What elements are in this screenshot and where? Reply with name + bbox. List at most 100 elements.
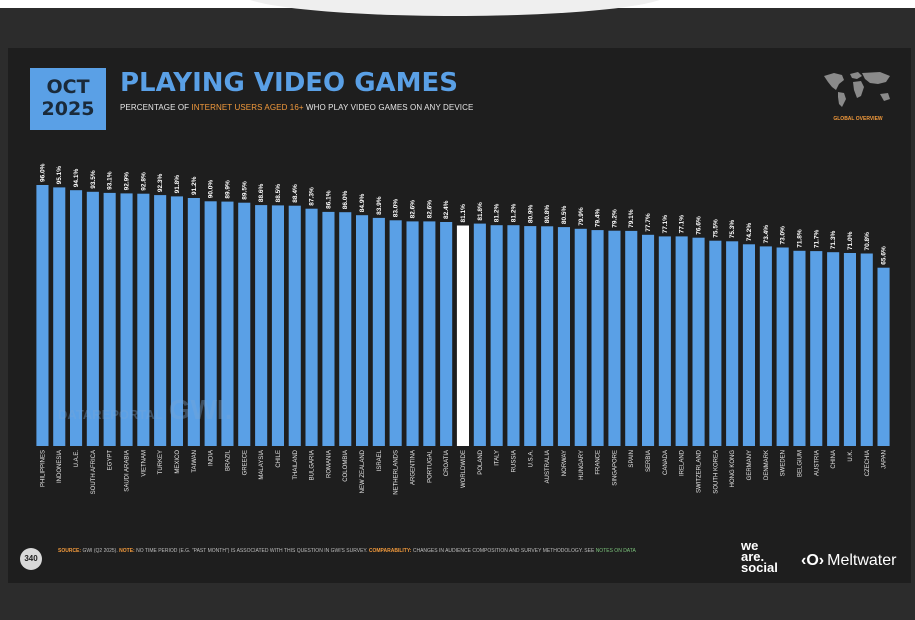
bar-turkey bbox=[154, 195, 167, 446]
category-label: NETHERLANDS bbox=[394, 450, 400, 495]
bar-argentina bbox=[406, 221, 419, 446]
top-decoration bbox=[240, 0, 670, 16]
bar-portugal bbox=[423, 221, 436, 446]
bar-u-s-a bbox=[524, 226, 537, 446]
date-year: 2025 bbox=[41, 98, 95, 120]
category-label: ITALY bbox=[495, 450, 501, 466]
bar-vietnam bbox=[137, 193, 150, 446]
bar-ireland bbox=[675, 236, 688, 446]
value-label: 65.6% bbox=[881, 246, 888, 265]
value-label: 81.2% bbox=[494, 204, 501, 223]
category-label: CHILE bbox=[276, 450, 282, 468]
category-label: CROATIA bbox=[444, 450, 450, 476]
bottom-strip bbox=[0, 583, 915, 620]
category-label: JAPAN bbox=[882, 450, 888, 469]
bar-india bbox=[204, 201, 217, 446]
bar-spain bbox=[625, 230, 638, 446]
bar-chart: 96.0% PHILIPPINES 95.1% INDONESIA 94.1% U.A.E… bbox=[36, 163, 890, 495]
value-label: 80.9% bbox=[527, 204, 534, 223]
category-label: EGYPT bbox=[108, 450, 114, 471]
bar-thailand bbox=[288, 205, 301, 446]
category-label: CANADA bbox=[663, 450, 669, 475]
brand-line-2: are. bbox=[741, 549, 765, 564]
bar-brazil bbox=[221, 201, 234, 446]
category-label: U.A.E. bbox=[74, 450, 80, 468]
bar-australia bbox=[541, 226, 554, 446]
value-label: 83.9% bbox=[376, 196, 383, 215]
value-label: 81.8% bbox=[477, 202, 484, 221]
category-label: SOUTH AFRICA bbox=[91, 450, 97, 494]
value-label: 82.4% bbox=[443, 200, 450, 219]
category-label: AUSTRIA bbox=[814, 450, 820, 476]
category-label: AUSTRALIA bbox=[545, 450, 551, 483]
category-label: SAUDI ARABIA bbox=[125, 450, 131, 492]
category-label: BRAZIL bbox=[226, 449, 232, 471]
value-label: 86.1% bbox=[325, 190, 332, 209]
category-label: CHINA bbox=[831, 450, 837, 469]
value-label: 79.2% bbox=[611, 209, 618, 228]
value-label: 71.8% bbox=[797, 229, 804, 248]
category-label: INDONESIA bbox=[57, 450, 63, 483]
bar-switzerland bbox=[692, 237, 705, 446]
bar-japan bbox=[877, 267, 890, 446]
bar-hong-kong bbox=[726, 241, 739, 446]
bar-germany bbox=[742, 244, 755, 446]
bar-israel bbox=[372, 217, 385, 446]
note-label: NOTE: bbox=[119, 548, 135, 554]
value-label: 91.8% bbox=[174, 175, 181, 194]
value-label: 92.3% bbox=[157, 173, 164, 192]
category-label: RUSSIA bbox=[512, 450, 518, 472]
value-label: 82.6% bbox=[426, 200, 433, 219]
bar-norway bbox=[557, 227, 570, 446]
value-label: 75.3% bbox=[729, 220, 736, 239]
value-label: 93.1% bbox=[107, 171, 114, 190]
bar-bulgaria bbox=[305, 208, 318, 446]
bar-croatia bbox=[440, 222, 453, 446]
category-label: DENMARK bbox=[764, 450, 770, 480]
value-label: 75.5% bbox=[712, 219, 719, 238]
bar-u-a-e bbox=[70, 190, 83, 446]
category-label: WORLDWIDE bbox=[461, 450, 467, 488]
notes-on-data-link[interactable]: NOTES ON DATA bbox=[595, 548, 636, 554]
category-label: MEXICO bbox=[175, 450, 181, 474]
bar-egypt bbox=[103, 192, 116, 446]
date-month: OCT bbox=[46, 76, 90, 98]
category-label: GERMANY bbox=[747, 450, 753, 480]
value-label: 80.8% bbox=[544, 205, 551, 224]
category-label: PHILIPPINES bbox=[40, 450, 46, 487]
value-label: 93.5% bbox=[90, 170, 97, 189]
value-label: 71.0% bbox=[847, 231, 854, 250]
category-label: HONG KONG bbox=[730, 450, 736, 488]
category-label: SWITZERLAND bbox=[697, 449, 703, 493]
value-label: 89.5% bbox=[241, 181, 248, 200]
subtitle-post: WHO PLAY VIDEO GAMES ON ANY DEVICE bbox=[303, 103, 474, 112]
bar-austria bbox=[810, 251, 823, 446]
category-label: PORTUGAL bbox=[427, 449, 433, 483]
value-label: 77.1% bbox=[662, 215, 669, 234]
bar-south-africa bbox=[86, 191, 99, 446]
value-label: 74.2% bbox=[746, 223, 753, 242]
value-label: 87.3% bbox=[309, 187, 316, 206]
slide: OCT 2025 PLAYING VIDEO GAMES PERCENTAGE … bbox=[8, 48, 911, 583]
bar-malaysia bbox=[255, 205, 268, 446]
value-label: 91.2% bbox=[191, 176, 198, 195]
bar-romania bbox=[322, 211, 335, 446]
value-label: 71.7% bbox=[813, 229, 820, 248]
bar-italy bbox=[490, 225, 503, 446]
category-label: SWEDEN bbox=[781, 450, 787, 476]
value-label: 96.0% bbox=[39, 163, 46, 182]
category-label: POLAND bbox=[478, 449, 484, 474]
page-title: PLAYING VIDEO GAMES bbox=[120, 68, 459, 98]
bar-taiwan bbox=[187, 198, 200, 446]
category-label: TURKEY bbox=[158, 450, 164, 474]
value-label: 90.0% bbox=[208, 180, 215, 199]
value-label: 82.6% bbox=[410, 200, 417, 219]
category-label: IRELAND bbox=[680, 449, 686, 476]
category-label: U.S.A. bbox=[528, 450, 534, 468]
value-label: 71.3% bbox=[830, 231, 837, 250]
source-label: SOURCE: bbox=[58, 548, 82, 554]
page-number: 340 bbox=[20, 548, 42, 570]
value-label: 92.9% bbox=[124, 172, 131, 191]
category-label: INDIA bbox=[209, 450, 215, 466]
watermark-datareportal: DATAREPORTAL bbox=[58, 407, 163, 422]
